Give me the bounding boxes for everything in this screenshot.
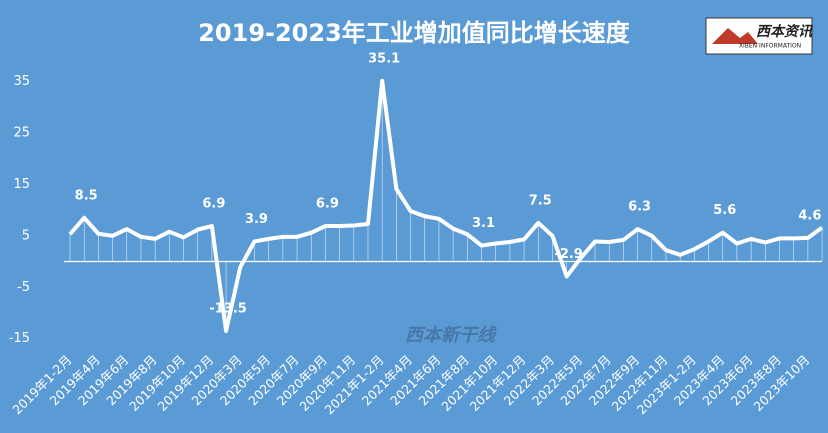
data-label: 6.9: [316, 197, 339, 212]
data-label: 6.9: [202, 197, 225, 212]
y-tick-label: 15: [13, 177, 30, 192]
data-label: 3.1: [472, 216, 495, 231]
logo-name: 西本资讯: [756, 23, 813, 40]
y-tick-label: -5: [17, 280, 30, 295]
data-label: -2.9: [554, 247, 582, 262]
logo: 西本资讯 XIBEN INFORMATION: [705, 17, 813, 55]
logo-icon: [712, 28, 758, 44]
chart-title: 2019-2023年工业增加值同比增长速度: [198, 19, 631, 47]
y-tick-label: 35: [13, 74, 30, 89]
y-tick-label: 25: [13, 125, 30, 140]
y-tick-label: -15: [9, 331, 30, 346]
y-tick-label: 5: [22, 228, 30, 243]
logo-subtitle: XIBEN INFORMATION: [739, 43, 801, 50]
data-label: 7.5: [529, 193, 552, 208]
watermark: 西本新干线: [405, 325, 497, 346]
data-label: 5.6: [713, 203, 736, 218]
data-label: 35.1: [368, 51, 400, 66]
line-series: [68, 78, 824, 333]
data-label: 8.5: [75, 188, 98, 203]
data-label: 4.6: [798, 208, 821, 223]
data-label: -13.5: [209, 301, 246, 316]
data-label: 3.9: [245, 212, 268, 227]
data-label: 6.3: [628, 200, 651, 215]
